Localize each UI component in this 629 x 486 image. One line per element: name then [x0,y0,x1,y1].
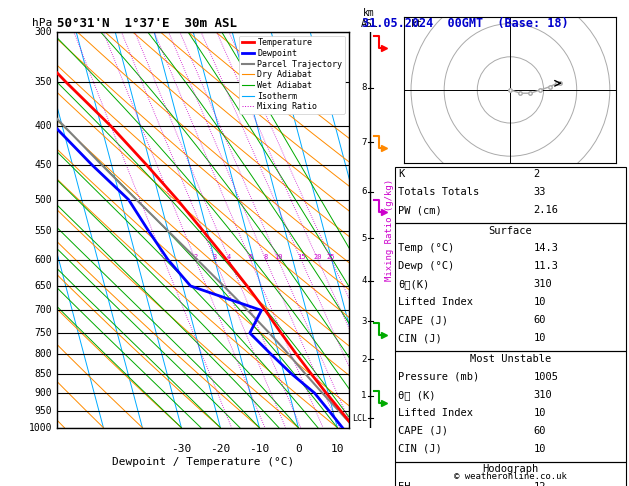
Text: 2: 2 [361,355,367,364]
Text: 60: 60 [533,315,546,326]
Text: 310: 310 [533,279,552,290]
Text: 3: 3 [213,254,217,260]
Text: 1005: 1005 [533,372,559,382]
Text: 8: 8 [264,254,268,260]
Text: Temp (°C): Temp (°C) [398,243,454,254]
Text: Mixing Ratio (g/kg): Mixing Ratio (g/kg) [385,178,394,281]
Text: 1: 1 [162,254,166,260]
Text: © weatheronline.co.uk: © weatheronline.co.uk [454,472,567,481]
Text: 750: 750 [35,328,52,338]
Text: 7: 7 [361,138,367,147]
Text: 10: 10 [533,333,546,344]
Text: 15: 15 [297,254,305,260]
Text: 10: 10 [533,408,546,418]
Text: 31.05.2024  00GMT  (Base: 18): 31.05.2024 00GMT (Base: 18) [362,17,568,30]
Text: Lifted Index: Lifted Index [398,408,473,418]
Text: 60: 60 [533,426,546,436]
Text: 4: 4 [227,254,231,260]
Text: 900: 900 [35,388,52,398]
Text: -30: -30 [171,444,191,453]
Text: 33: 33 [533,187,546,197]
Text: 6: 6 [248,254,252,260]
Text: 5: 5 [361,234,367,243]
Text: 10: 10 [533,297,546,308]
Text: 400: 400 [35,121,52,131]
Text: kt: kt [411,19,423,29]
Text: Surface: Surface [489,226,532,236]
Text: 12: 12 [533,482,546,486]
Text: Pressure (mb): Pressure (mb) [398,372,479,382]
Text: CAPE (J): CAPE (J) [398,315,448,326]
Text: 2.16: 2.16 [533,205,559,215]
Text: 550: 550 [35,226,52,236]
Text: 850: 850 [35,369,52,379]
Text: CIN (J): CIN (J) [398,333,442,344]
Text: 4: 4 [361,277,367,285]
Text: EH: EH [398,482,411,486]
Text: 11.3: 11.3 [533,261,559,272]
Text: 950: 950 [35,406,52,416]
Text: 2: 2 [533,169,540,179]
Text: 350: 350 [35,77,52,87]
Text: 300: 300 [35,27,52,36]
Text: 1: 1 [361,391,367,400]
Text: θᴀ(K): θᴀ(K) [398,279,430,290]
Text: 25: 25 [327,254,335,260]
Legend: Temperature, Dewpoint, Parcel Trajectory, Dry Adiabat, Wet Adiabat, Isotherm, Mi: Temperature, Dewpoint, Parcel Trajectory… [239,36,345,114]
Text: 500: 500 [35,195,52,205]
Text: 800: 800 [35,349,52,359]
Text: 10: 10 [331,444,344,453]
Text: Dewpoint / Temperature (°C): Dewpoint / Temperature (°C) [112,457,294,468]
Text: 20: 20 [314,254,322,260]
Text: 600: 600 [35,255,52,264]
Text: 8: 8 [361,84,367,92]
Text: 3: 3 [361,317,367,326]
Text: -10: -10 [249,444,269,453]
Text: hPa: hPa [31,17,52,28]
Text: 650: 650 [35,281,52,291]
Text: Totals Totals: Totals Totals [398,187,479,197]
Text: Lifted Index: Lifted Index [398,297,473,308]
Text: Dewp (°C): Dewp (°C) [398,261,454,272]
Text: CAPE (J): CAPE (J) [398,426,448,436]
Text: Most Unstable: Most Unstable [470,354,551,364]
Text: 310: 310 [533,390,552,400]
Text: 10: 10 [274,254,282,260]
Text: 14.3: 14.3 [533,243,559,254]
Text: 50°31'N  1°37'E  30m ASL: 50°31'N 1°37'E 30m ASL [57,17,237,30]
Text: 6: 6 [361,187,367,196]
Text: LCL: LCL [352,414,367,423]
Text: 700: 700 [35,305,52,315]
Text: Hodograph: Hodograph [482,464,538,474]
Text: PW (cm): PW (cm) [398,205,442,215]
Text: 2: 2 [193,254,198,260]
Text: K: K [398,169,404,179]
Text: 10: 10 [533,444,546,454]
Text: 0: 0 [295,444,302,453]
Text: -20: -20 [210,444,230,453]
Text: CIN (J): CIN (J) [398,444,442,454]
Text: 450: 450 [35,160,52,170]
Text: θᴀ (K): θᴀ (K) [398,390,436,400]
Text: km
ASL: km ASL [360,8,378,29]
Text: 1000: 1000 [29,423,52,433]
